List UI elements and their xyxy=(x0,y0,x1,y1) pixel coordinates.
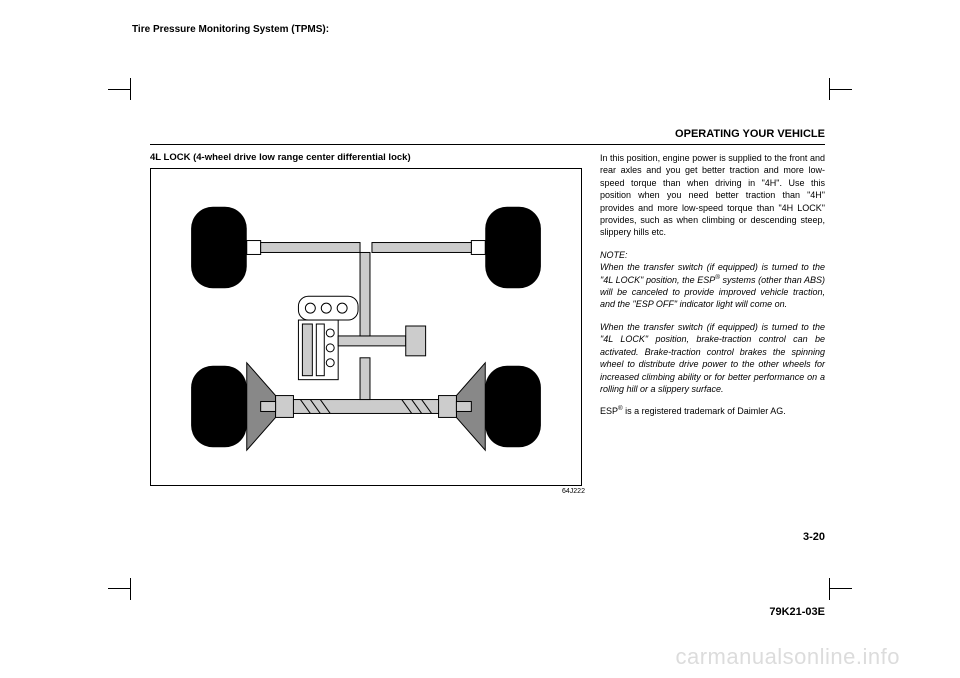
trademark-note: ESP® is a registered trademark of Daimle… xyxy=(600,405,825,417)
drivetrain-svg xyxy=(151,169,581,485)
crop-mark xyxy=(108,89,130,90)
top-header: Tire Pressure Monitoring System (TPMS): xyxy=(132,24,329,35)
footer-code: 79K21-03E xyxy=(769,606,825,618)
crop-mark xyxy=(108,588,130,589)
figure-id: 64J222 xyxy=(562,488,585,495)
content-area: OPERATING YOUR VEHICLE 4L LOCK (4-wheel … xyxy=(150,128,825,578)
crop-mark xyxy=(830,89,852,90)
note-paragraph: When the transfer switch (if equipped) i… xyxy=(600,261,825,311)
page-number: 3-20 xyxy=(803,531,825,543)
crop-mark xyxy=(130,78,131,100)
watermark: carmanualsonline.info xyxy=(675,644,900,670)
section-title: OPERATING YOUR VEHICLE xyxy=(675,128,825,140)
note-paragraph: When the transfer switch (if equipped) i… xyxy=(600,321,825,395)
body-text: In this position, engine power is suppli… xyxy=(600,152,825,428)
crop-mark xyxy=(829,578,830,600)
paragraph: In this position, engine power is suppli… xyxy=(600,152,825,239)
divider xyxy=(150,144,825,145)
note-heading: NOTE: xyxy=(600,249,825,261)
crop-mark xyxy=(830,588,852,589)
crop-mark xyxy=(130,578,131,600)
manual-page: Tire Pressure Monitoring System (TPMS): … xyxy=(0,0,960,678)
crop-mark xyxy=(829,78,830,100)
drivetrain-diagram xyxy=(150,168,582,486)
figure-caption: 4L LOCK (4-wheel drive low range center … xyxy=(150,152,411,163)
